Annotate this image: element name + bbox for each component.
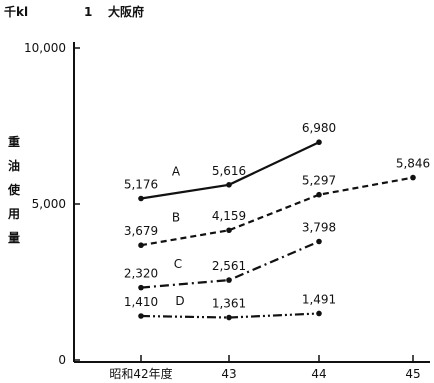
series-label: C xyxy=(174,257,182,271)
y-ticks: 0 5,000 10,000 xyxy=(24,41,80,367)
y-tick-label: 0 xyxy=(58,353,66,367)
data-point xyxy=(316,310,322,317)
y-axis-label-char: 用 xyxy=(7,207,20,221)
y-axis-label-char: 重 xyxy=(8,134,20,149)
y-tick-label: 5,000 xyxy=(32,197,66,211)
data-label: 5,846 xyxy=(396,157,430,171)
data-label: 5,616 xyxy=(212,164,246,178)
data-point xyxy=(316,191,322,198)
series-line xyxy=(140,240,320,289)
data-point xyxy=(138,195,144,202)
data-point xyxy=(226,314,232,321)
series-label: A xyxy=(172,165,181,179)
series-layer: 5,1765,6166,980A3,6794,1595,2975,846B2,3… xyxy=(124,121,430,321)
data-point xyxy=(138,284,144,291)
data-point xyxy=(226,227,232,234)
data-label: 5,176 xyxy=(124,178,158,192)
x-tick-label: 43 xyxy=(221,367,236,381)
series-a: 5,176 5,616 6,980 A xyxy=(124,121,336,202)
data-label: 5,297 xyxy=(302,174,336,188)
data-label: 3,679 xyxy=(124,224,158,238)
series-label: B xyxy=(172,211,180,225)
series-d: 1,410 1,361 1,491 D xyxy=(124,292,336,321)
data-point xyxy=(138,242,144,249)
series-label: D xyxy=(175,294,184,308)
y-axis-label-char: 量 xyxy=(8,231,20,245)
data-point xyxy=(138,313,144,319)
data-point xyxy=(316,139,322,146)
data-label: 4,159 xyxy=(212,209,246,223)
y-axis-label-char: 使 xyxy=(7,182,21,197)
series-line xyxy=(140,176,414,247)
data-point xyxy=(226,181,232,188)
data-label: 1,491 xyxy=(302,292,336,306)
data-label: 1,410 xyxy=(124,295,158,309)
y-axis-label-char: 油 xyxy=(8,158,20,173)
data-label: 1,361 xyxy=(212,297,246,311)
x-tick-label: 44 xyxy=(311,367,326,381)
x-ticks: 昭和42年度 43 44 45 xyxy=(109,355,421,381)
x-tick-label: 45 xyxy=(405,367,420,381)
y-tick-label: 10,000 xyxy=(24,41,66,55)
data-label: 2,320 xyxy=(124,267,158,281)
data-label: 2,561 xyxy=(212,259,246,273)
series-c: 2,320 2,561 3,798 C xyxy=(124,221,336,291)
series-b: 3,679 4,159 5,297 5,846 B xyxy=(124,157,430,249)
data-point xyxy=(410,174,416,181)
data-point xyxy=(316,238,322,245)
header-unit: 千kl xyxy=(4,4,28,19)
data-label: 3,798 xyxy=(302,221,336,235)
data-point xyxy=(226,277,232,283)
x-tick-label: 昭和42年度 xyxy=(109,366,172,381)
header-region: 大阪府 xyxy=(108,4,144,19)
data-label: 6,980 xyxy=(302,121,336,135)
header-panel-number: 1 xyxy=(84,5,92,19)
